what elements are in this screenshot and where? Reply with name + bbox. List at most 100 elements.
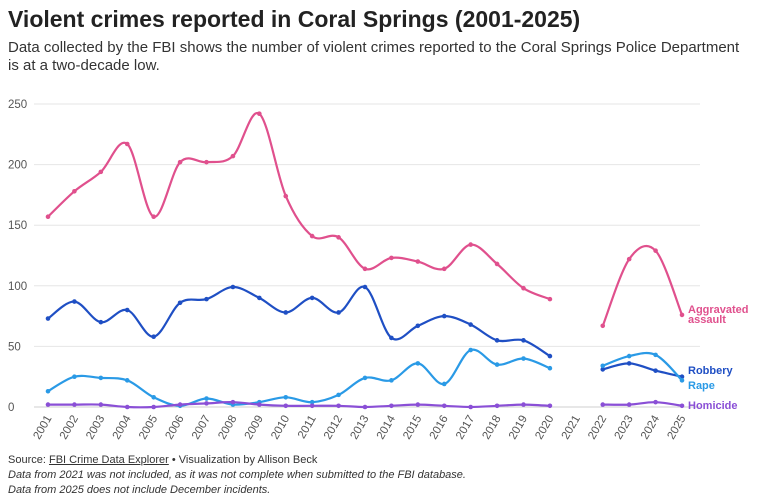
robbery-point — [441, 313, 447, 319]
x-tick-label: 2012 — [322, 414, 345, 442]
note-2021: Data from 2021 was not included, as it w… — [8, 469, 466, 481]
aggravated-assault-point — [45, 214, 51, 220]
robbery-point — [389, 335, 394, 341]
rape-label: Rape — [688, 380, 715, 392]
rape-point — [468, 347, 473, 353]
rape-point — [151, 395, 156, 400]
x-tick-label: 2010 — [269, 414, 292, 442]
source-link[interactable]: FBI Crime Data Explorer — [48, 454, 169, 466]
x-tick-label: 2002 — [58, 414, 81, 442]
homicide-point — [441, 403, 447, 409]
x-tick-label: 2024 — [639, 413, 662, 442]
aggravated-assault-point — [309, 233, 315, 239]
rape-point — [204, 396, 209, 401]
robbery-point — [494, 338, 500, 343]
homicide-point — [98, 402, 104, 407]
x-tick-label: 2009 — [243, 414, 266, 442]
homicide-point — [124, 404, 130, 410]
x-tick-label: 2015 — [401, 414, 424, 442]
aggravated-assault-point — [151, 214, 156, 220]
x-tick-label: 2023 — [613, 414, 636, 442]
aggravated-assault-point — [653, 248, 658, 253]
homicide-point — [626, 402, 632, 407]
homicide-point — [547, 403, 553, 409]
homicide-point — [600, 402, 606, 407]
rape-point — [521, 356, 526, 361]
robbery-point — [547, 353, 553, 359]
x-tick-label: 2001 — [31, 414, 54, 442]
rape-point — [679, 378, 685, 383]
homicide-point — [468, 404, 473, 410]
robbery-point — [204, 296, 209, 302]
homicide-line — [601, 401, 684, 407]
rape-line — [601, 351, 684, 382]
homicide-point — [230, 399, 236, 405]
note-2025: Data from 2025 does not include December… — [8, 484, 271, 496]
homicide-point — [494, 403, 500, 409]
aggravated-assault-point — [679, 312, 685, 318]
homicide-point — [45, 402, 51, 407]
rape-point — [494, 362, 500, 367]
x-tick-label: 2016 — [428, 414, 451, 442]
x-tick-label: 2021 — [560, 414, 583, 442]
aggravated-assault-point — [177, 159, 183, 165]
rape-point — [389, 378, 394, 383]
y-tick-label: 100 — [8, 281, 27, 293]
homicide-point — [309, 403, 315, 409]
aggravated-assault-point — [626, 256, 632, 262]
homicide-point — [336, 403, 341, 409]
rape-point — [283, 395, 289, 400]
aggravated-assault-point — [230, 153, 236, 159]
rape-point — [45, 388, 51, 394]
x-tick-label: 2003 — [84, 414, 107, 442]
robbery-point — [309, 295, 315, 301]
x-tick-label: 2013 — [348, 414, 371, 442]
robbery-line — [601, 362, 684, 378]
x-tick-label: 2025 — [665, 414, 688, 442]
x-tick-label: 2007 — [190, 414, 213, 442]
homicide-point — [653, 399, 658, 405]
x-tick-label: 2018 — [480, 414, 503, 442]
aggravated-assault-point — [98, 169, 104, 175]
x-tick-label: 2005 — [137, 414, 160, 442]
robbery-point — [626, 361, 632, 366]
robbery-point — [257, 295, 262, 301]
robbery-point — [151, 334, 156, 340]
homicide-point — [177, 402, 183, 407]
homicide-label: Homicide — [688, 400, 738, 412]
homicide-point — [389, 403, 394, 409]
robbery-line — [46, 285, 551, 358]
homicide-point — [283, 403, 289, 409]
rape-point — [441, 381, 447, 387]
robbery-point — [468, 322, 473, 327]
y-tick-label: 150 — [8, 220, 27, 232]
x-tick-label: 2019 — [507, 414, 530, 442]
y-tick-label: 50 — [8, 341, 21, 353]
aggravated-assault-point — [257, 111, 262, 116]
robbery-point — [653, 368, 658, 373]
x-tick-label: 2020 — [533, 414, 556, 442]
aggravated-assault-point — [547, 296, 553, 302]
source-line: Source: FBI Crime Data Explorer • Visual… — [8, 454, 317, 466]
rape-point — [309, 399, 315, 405]
rape-point — [362, 375, 368, 381]
robbery-point — [45, 316, 51, 321]
rape-line — [46, 348, 551, 407]
x-tick-label: 2014 — [375, 413, 398, 442]
x-tick-label: 2011 — [296, 414, 319, 441]
credit-text: • Visualization by Allison Beck — [171, 454, 318, 466]
x-tick-label: 2006 — [163, 414, 186, 442]
rape-point — [600, 363, 606, 369]
aggravated-assault-point — [389, 255, 394, 261]
robbery-point — [521, 338, 526, 343]
homicide-point — [679, 403, 685, 409]
chart-title: Violent crimes reported in Coral Springs… — [8, 6, 581, 32]
rape-point — [98, 375, 104, 381]
homicide-point — [257, 402, 262, 407]
rape-point — [626, 353, 632, 359]
robbery-label: Robbery — [688, 365, 734, 377]
rape-point — [415, 361, 421, 366]
aggravated-assault-point — [441, 266, 447, 272]
robbery-point — [177, 300, 183, 306]
x-tick-label: 2017 — [454, 414, 477, 442]
